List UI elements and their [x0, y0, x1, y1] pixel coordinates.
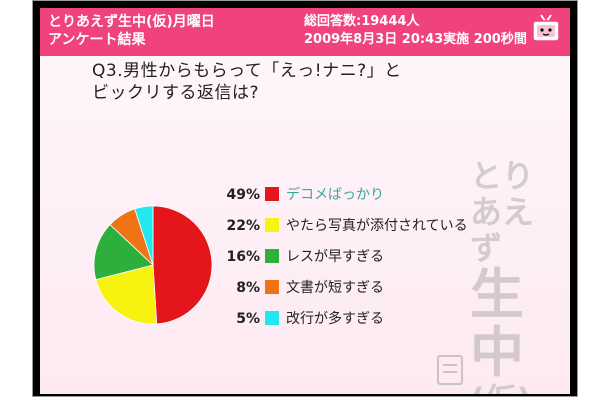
pie-slice [152, 205, 213, 325]
legend-swatch [265, 187, 279, 201]
legend-value: 16% [226, 249, 260, 265]
result-label: アンケート結果 [48, 32, 146, 48]
legend-label: 文書が短すぎる [286, 280, 384, 296]
pie-slice [93, 224, 154, 281]
legend-value: 49% [226, 187, 260, 203]
show-title: とりあえず生中(仮)月曜日 [48, 14, 215, 30]
question-line-2: ビックリする返信は? [92, 83, 260, 103]
question-line-1: Q3.男性からもらって「えっ!ナニ?」と [92, 61, 402, 81]
pie-chart: 49% デコメばっかり 22% やたら写真が添付されている 16% レスが早すぎる 8% 文書… [93, 186, 468, 327]
header-bar: とりあえず生中(仮)月曜日 アンケート結果 総回答数:19444人 2009年8… [40, 8, 570, 56]
legend-swatch [265, 249, 279, 263]
pie-slice [134, 205, 154, 266]
question-text: Q3.男性からもらって「えっ!ナニ?」と ビックリする返信は? [92, 60, 402, 104]
total-responses: 総回答数:19444人 [304, 14, 420, 29]
legend-swatch [265, 218, 279, 232]
watermark-logo: とり あえず 生 中 (仮) [470, 157, 535, 394]
tv-icon [532, 14, 560, 42]
seal-stamp [437, 355, 463, 385]
legend-swatch [265, 280, 279, 294]
legend-value: 5% [236, 311, 260, 327]
legend-label: 改行が多すぎる [286, 310, 384, 327]
legend-label: デコメばっかり [286, 186, 384, 203]
legend-swatch [265, 311, 279, 325]
legend-value: 22% [226, 218, 260, 234]
pie-slice [95, 264, 158, 325]
legend-label: やたら写真が添付されている [286, 218, 468, 234]
survey-datetime: 2009年8月3日 20:43実施 200秒間 [304, 32, 527, 47]
legend-label: レスが早すぎる [286, 249, 384, 265]
legend-value: 8% [236, 280, 260, 296]
survey-panel: とりあえず生中(仮)月曜日 アンケート結果 総回答数:19444人 2009年8… [40, 8, 570, 394]
